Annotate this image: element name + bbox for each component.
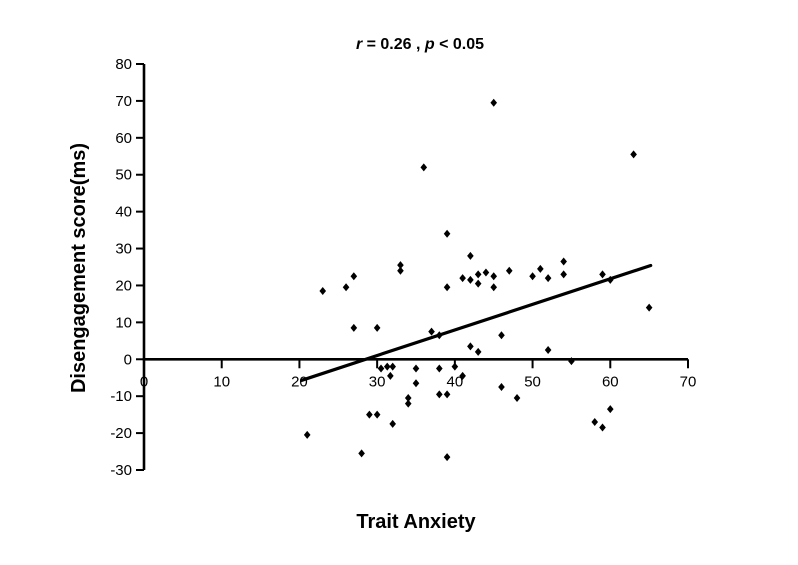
y-tick-label: -30 xyxy=(110,462,132,479)
data-point xyxy=(490,98,498,107)
data-point xyxy=(420,163,428,172)
x-tick-label: 60 xyxy=(602,373,619,390)
data-point xyxy=(303,430,311,439)
data-point xyxy=(397,266,404,275)
data-point xyxy=(490,283,498,292)
data-point xyxy=(630,150,637,159)
data-point xyxy=(404,394,412,403)
data-point xyxy=(459,371,466,380)
data-point xyxy=(412,364,420,373)
y-tick-label: 0 xyxy=(124,351,132,368)
y-tick-label: 30 xyxy=(115,241,132,258)
data-point xyxy=(490,272,498,281)
p-symbol: p xyxy=(424,36,435,53)
data-point xyxy=(568,357,575,366)
data-point xyxy=(373,323,381,332)
data-point xyxy=(505,266,513,275)
r-symbol: r xyxy=(355,36,363,53)
y-tick-label: 80 xyxy=(115,56,132,73)
y-tick-label: 60 xyxy=(115,130,132,147)
data-point xyxy=(482,268,490,277)
data-point xyxy=(467,275,474,284)
data-point xyxy=(467,251,474,260)
data-point xyxy=(350,323,358,332)
data-point xyxy=(498,382,505,391)
data-point xyxy=(451,362,459,371)
data-point xyxy=(544,274,552,283)
x-tick-label: 40 xyxy=(447,373,464,390)
data-point xyxy=(560,270,567,279)
data-point xyxy=(645,303,653,312)
y-tick-label: 50 xyxy=(115,167,132,184)
data-point xyxy=(606,405,614,414)
data-point xyxy=(459,274,466,283)
x-tick-label: 30 xyxy=(369,373,386,390)
data-point xyxy=(373,410,381,419)
r-value-text: = 0.26 , xyxy=(362,36,425,53)
data-point xyxy=(428,327,435,336)
data-point xyxy=(537,264,544,273)
data-point xyxy=(498,331,505,340)
chart-title: r = 0.26 , p < 0.05 xyxy=(144,36,696,54)
data-point xyxy=(436,331,443,340)
y-tick-label: -10 xyxy=(110,388,132,405)
data-point xyxy=(342,283,350,292)
y-tick-label: 70 xyxy=(115,93,132,110)
data-point xyxy=(387,371,394,380)
data-point xyxy=(599,270,606,279)
data-point xyxy=(606,275,614,284)
regression-line xyxy=(300,263,653,382)
data-point xyxy=(467,342,474,351)
y-tick-label: 40 xyxy=(115,204,132,221)
data-point xyxy=(397,261,404,270)
data-point xyxy=(436,390,443,399)
data-point xyxy=(443,390,451,399)
data-point xyxy=(474,347,482,356)
data-point xyxy=(404,399,412,408)
x-tick-label: 0 xyxy=(140,373,148,390)
data-point xyxy=(513,394,521,403)
data-point xyxy=(544,346,552,355)
p-value-text: < 0.05 xyxy=(434,36,485,53)
data-point xyxy=(474,279,482,288)
y-tick-label: 10 xyxy=(115,314,132,331)
data-point xyxy=(591,418,599,427)
data-point xyxy=(412,379,420,388)
data-point xyxy=(383,362,391,371)
data-point xyxy=(358,449,365,458)
x-tick-label: 20 xyxy=(291,373,308,390)
x-axis-title: Trait Anxiety xyxy=(356,511,476,533)
data-point xyxy=(389,362,396,371)
data-point xyxy=(560,257,567,266)
data-point xyxy=(377,364,385,373)
data-point xyxy=(443,229,451,238)
data-point xyxy=(599,423,606,432)
data-point xyxy=(443,283,451,292)
y-tick-label: 20 xyxy=(115,277,132,294)
data-point xyxy=(319,286,327,295)
x-tick-label: 50 xyxy=(524,373,541,390)
data-point xyxy=(366,410,373,419)
data-point xyxy=(443,453,451,462)
data-point xyxy=(350,272,358,281)
x-tick-label: 10 xyxy=(213,373,230,390)
data-point xyxy=(474,270,482,279)
data-point xyxy=(529,272,536,281)
y-tick-label: -20 xyxy=(110,425,132,442)
data-point xyxy=(389,419,396,428)
data-point xyxy=(436,364,443,373)
x-tick-label: 70 xyxy=(680,373,697,390)
